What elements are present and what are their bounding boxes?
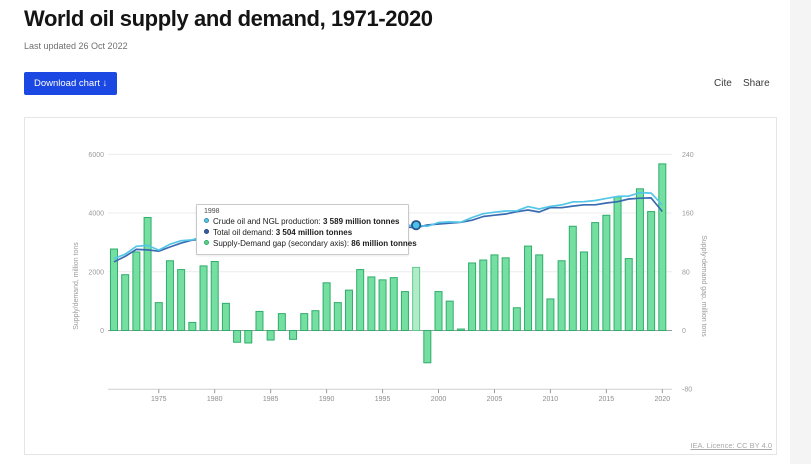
left-axis-tick-label: 0 [100, 328, 104, 335]
right-axis-title: Supply-demand gap, million tons [700, 235, 707, 337]
x-axis-tick-label: 1980 [207, 396, 223, 403]
gap-bar-1996[interactable] [389, 277, 398, 331]
gap-bar-2011[interactable] [557, 260, 566, 332]
chart-tooltip: 1998 Crude oil and NGL production: 3 589… [196, 204, 417, 255]
gap-bar-1995[interactable] [378, 279, 387, 332]
gap-bar-2018[interactable] [635, 188, 644, 331]
gap-bar-1992[interactable] [344, 289, 353, 332]
gap-bar-1979[interactable] [199, 265, 208, 332]
x-axis-tick-label: 2005 [487, 396, 503, 403]
last-updated-text: Last updated 26 Oct 2022 [24, 41, 128, 51]
cite-link[interactable]: Cite [714, 78, 732, 89]
tooltip-item: Crude oil and NGL production: 3 589 mill… [204, 216, 401, 227]
chart-svg[interactable]: -80 0 80 160 240 0 2000 4000 6000 1975 1980 1985 199… [25, 118, 776, 454]
gap-bar-1985[interactable] [266, 330, 275, 341]
x-axis-tick-label: 2020 [655, 396, 671, 403]
x-axis-tick-label: 1975 [151, 396, 167, 403]
download-arrow-icon: ↓ [102, 78, 108, 89]
gap-bar-2013[interactable] [579, 251, 588, 332]
gap-bar-1974[interactable] [143, 216, 152, 331]
gap-bar-1989[interactable] [311, 310, 320, 332]
gap-bar-2008[interactable] [524, 245, 533, 331]
right-axis-tick-label: 240 [682, 152, 694, 159]
chart-card: -80 0 80 160 240 0 2000 4000 6000 1975 1980 1985 199… [24, 117, 777, 455]
gap-bar-1980[interactable] [210, 261, 219, 331]
gap-bar-1982[interactable] [233, 330, 242, 343]
x-axis-tick-label: 2000 [431, 396, 447, 403]
page-title: World oil supply and demand, 1971-2020 [24, 6, 433, 31]
tooltip-item: Total oil demand: 3 504 million tonnes [204, 227, 401, 238]
gap-bar-2006[interactable] [501, 257, 510, 331]
x-axis-tick-label: 2015 [599, 396, 615, 403]
tooltip-item: Supply-Demand gap (secondary axis): 86 m… [204, 238, 417, 249]
licence-link[interactable]: IEA. Licence: CC BY 4.0 [690, 441, 772, 450]
gap-bar-1984[interactable] [255, 310, 264, 331]
x-axis-tick-label: 1995 [375, 396, 391, 403]
gap-bar-2014[interactable] [591, 222, 600, 331]
hover-marker[interactable] [411, 220, 422, 231]
download-chart-button[interactable]: Download chart ↓ [24, 72, 118, 95]
gap-bar-2015[interactable] [602, 214, 611, 331]
gap-bar-1987[interactable] [289, 330, 298, 340]
series-dot-icon [204, 229, 209, 235]
x-axis-tick-label: 1985 [263, 396, 279, 403]
share-link[interactable]: Share [743, 78, 770, 89]
gap-bar-2002[interactable] [456, 328, 465, 331]
gap-bar-1976[interactable] [165, 260, 174, 332]
gap-bar-1972[interactable] [121, 274, 130, 332]
gap-bar-1975[interactable] [154, 302, 163, 332]
right-axis-tick-label: 0 [682, 328, 686, 335]
gap-bar-2017[interactable] [624, 258, 633, 331]
x-axis-tick-label: 1990 [319, 396, 335, 403]
series-dot-icon [204, 218, 209, 223]
left-axis-tick-label: 2000 [88, 269, 104, 276]
series-dot-icon [204, 240, 209, 246]
gap-bar-1993[interactable] [356, 269, 365, 332]
gap-bar-2007[interactable] [512, 307, 521, 332]
gap-bar-2012[interactable] [568, 225, 577, 331]
gap-bar-1978[interactable] [188, 321, 197, 331]
gap-bar-1997[interactable] [400, 291, 409, 332]
gap-bar-1994[interactable] [367, 276, 376, 331]
x-axis-tick-label: 2010 [543, 396, 559, 403]
gap-bar-2009[interactable] [535, 254, 544, 331]
right-axis-tick-label: -80 [682, 387, 692, 394]
gap-bar-1999[interactable] [423, 330, 432, 364]
gap-bar-1977[interactable] [177, 269, 186, 332]
gap-bar-1971[interactable] [110, 248, 118, 331]
gap-bar-1986[interactable] [277, 313, 286, 331]
tooltip-year: 1998 [204, 208, 220, 215]
gap-bar-1983[interactable] [244, 330, 253, 344]
gap-bar-1988[interactable] [300, 313, 309, 331]
gap-bar-1973[interactable] [132, 251, 141, 332]
gap-bar-2019[interactable] [647, 211, 656, 331]
gap-bar-2016[interactable] [613, 196, 622, 331]
gap-bar-1991[interactable] [333, 302, 342, 332]
right-axis-tick-label: 160 [682, 211, 694, 218]
gap-bar-2003[interactable] [468, 262, 477, 331]
gap-bar-1981[interactable] [221, 302, 230, 331]
gap-bar-2004[interactable] [479, 259, 488, 331]
gap-bar-2010[interactable] [546, 298, 555, 332]
gap-bar-2005[interactable] [490, 254, 499, 331]
gap-bar-2001[interactable] [445, 300, 454, 331]
left-axis-tick-label: 6000 [88, 152, 104, 159]
download-chart-label: Download chart [34, 78, 101, 89]
right-axis-tick-label: 80 [682, 269, 690, 276]
page-right-gutter [790, 0, 811, 464]
gap-bar-1998[interactable] [412, 266, 421, 332]
gap-bar-2020[interactable] [658, 163, 667, 331]
gap-bar-2000[interactable] [434, 291, 443, 332]
left-axis-title: Supply/demand, million tons [73, 242, 80, 330]
left-axis-tick-label: 4000 [88, 211, 104, 218]
gap-bar-1990[interactable] [322, 282, 331, 331]
